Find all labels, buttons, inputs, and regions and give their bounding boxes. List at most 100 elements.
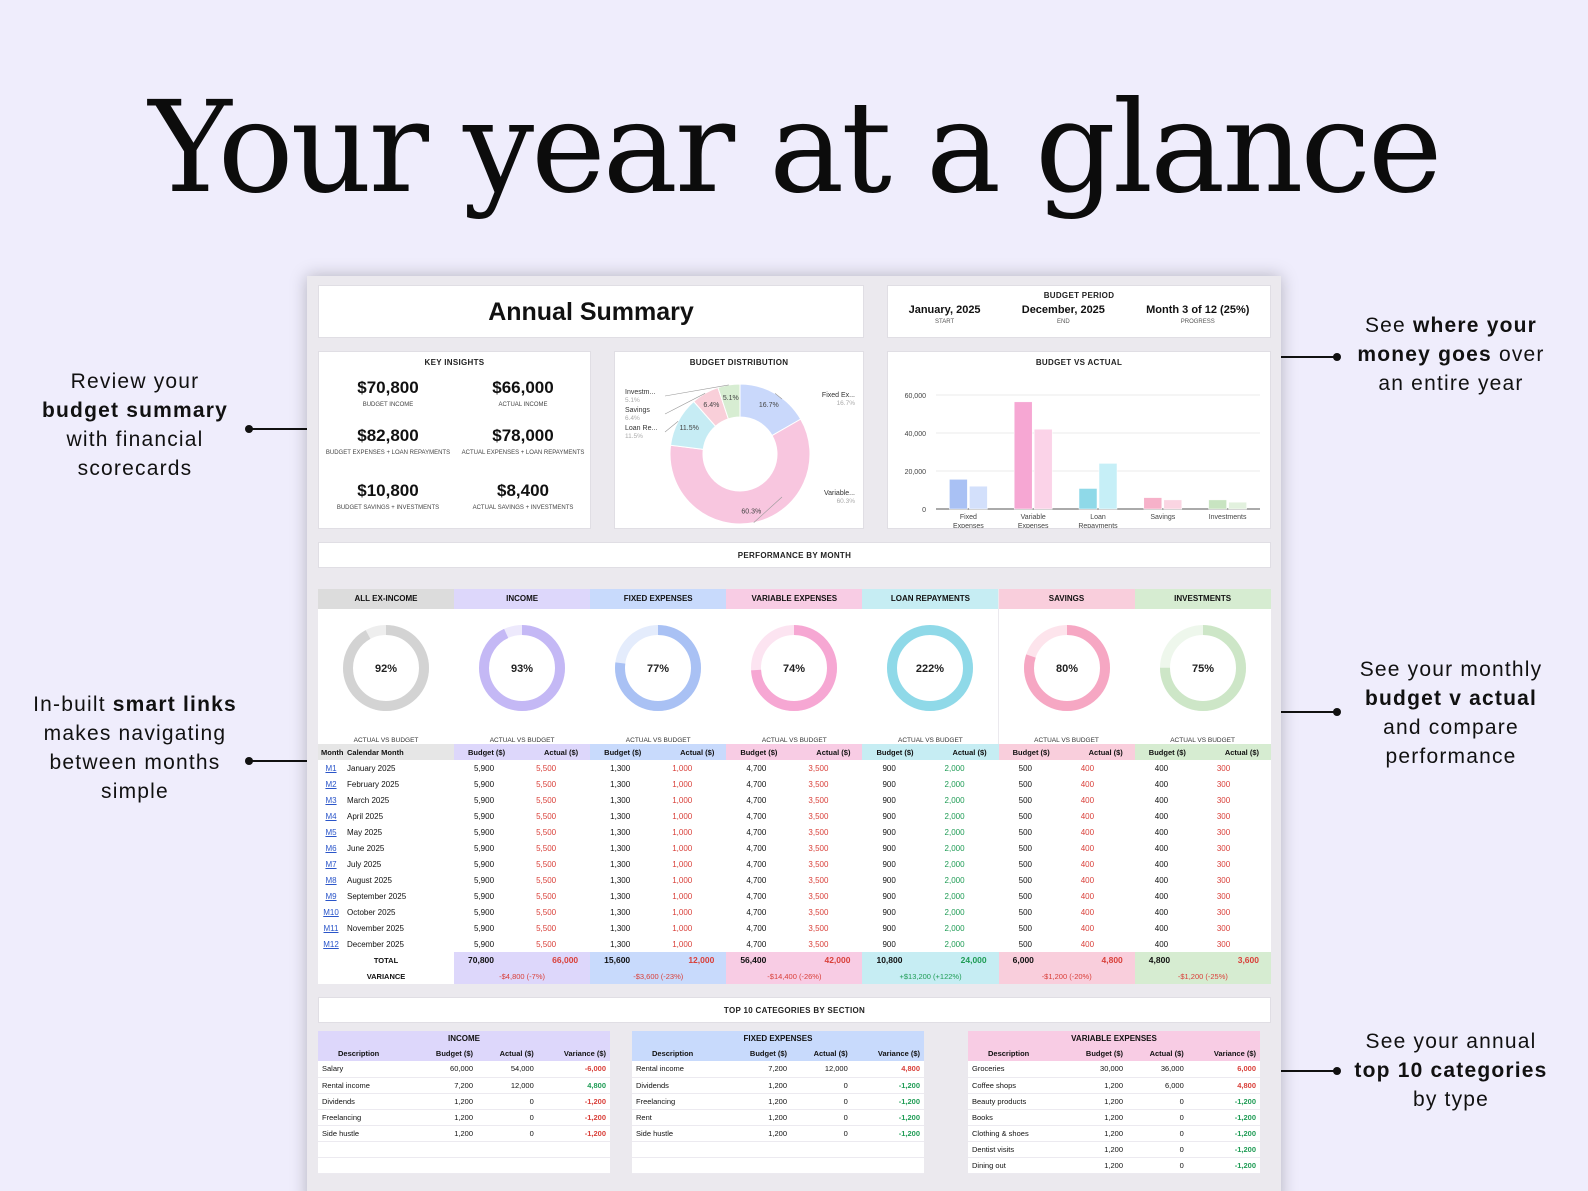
month-link[interactable]: M10	[323, 907, 339, 917]
description: Dentist visits	[968, 1141, 1063, 1158]
description: Coffee shops	[968, 1077, 1063, 1094]
top10-variable-expenses: VARIABLE EXPENSES Description Budget ($) Ac…	[968, 1031, 1260, 1174]
table-row: M9 September 2025 5,900 5,500 1,300 1,000 4,70…	[318, 888, 1271, 904]
budget-value: 5,900	[474, 779, 495, 789]
actual-value: 400	[1080, 827, 1095, 837]
perf-column-subtitle: ACTUAL VS BUDGET	[761, 737, 827, 744]
actual-header: Actual ($)	[813, 1049, 848, 1058]
budget-value: 4,700	[746, 811, 767, 821]
empty-row	[632, 1141, 924, 1158]
actual-value: 400	[1080, 923, 1095, 933]
budget-value: 5,900	[474, 939, 495, 949]
x-tick-label: Investments	[1209, 514, 1247, 521]
actual-value: 6,000	[1127, 1077, 1188, 1094]
annotation-smart-links: In-built smart links makes navigating be…	[30, 690, 240, 806]
calendar-month: December 2025	[347, 939, 404, 949]
pie-slice-label: 6.4%	[703, 402, 719, 409]
perf-column-investments: INVESTMENTS 75% ACTUAL VS BUDGET	[1134, 589, 1271, 746]
actual-value: 3,500	[808, 891, 829, 901]
empty-cell	[477, 1157, 538, 1174]
month-link[interactable]: M8	[325, 875, 337, 885]
bar-budget	[949, 479, 968, 510]
budget-value: 900	[882, 907, 896, 917]
budget-value: 1,300	[610, 827, 631, 837]
budget-value: 4,700	[746, 843, 767, 853]
budget-value: 900	[882, 843, 896, 853]
month-link[interactable]: M12	[323, 939, 339, 949]
table-row: Freelancing 1,200 0 -1,200	[318, 1109, 610, 1126]
perf-column-all-ex-income: ALL EX-INCOME 92% ACTUAL VS BUDGET	[318, 589, 454, 746]
actual-value: 2,000	[944, 875, 965, 885]
table-row: Rental income 7,200 12,000 4,800	[632, 1061, 924, 1078]
total-actual: 3,600	[1202, 952, 1271, 968]
budget-value: 5,900	[474, 891, 495, 901]
variance-value: -1,200	[851, 1077, 924, 1094]
budget-header: Budget ($)	[454, 744, 523, 760]
actual-value: 2,000	[944, 763, 965, 773]
title-card: Annual Summary	[318, 285, 864, 338]
actual-value: 5,500	[536, 811, 557, 821]
month-link[interactable]: M7	[325, 859, 337, 869]
month-link[interactable]: M4	[325, 811, 337, 821]
month-link[interactable]: M6	[325, 843, 337, 853]
top10-title: TOP 10 CATEGORIES BY SECTION	[723, 1006, 866, 1015]
budget-value: 30,000	[1062, 1061, 1127, 1078]
actual-value: 0	[1127, 1109, 1188, 1126]
actual-header: Actual ($)	[1066, 744, 1135, 760]
description: Salary	[318, 1061, 413, 1078]
calendar-month: February 2025	[347, 779, 400, 789]
perf-column-header: FIXED EXPENSES	[590, 589, 727, 609]
actual-value: 0	[477, 1093, 538, 1110]
variance-value: -1,200	[1187, 1125, 1260, 1142]
performance-title: PERFORMANCE BY MONTH	[737, 551, 852, 560]
annotation-top-10: See your annual top 10 categories by typ…	[1336, 1027, 1566, 1114]
empty-row	[632, 1157, 924, 1174]
budget-header: Budget ($)	[1085, 1049, 1123, 1058]
table-row: Coffee shops 1,200 6,000 4,800	[968, 1077, 1260, 1094]
actual-value: 36,000	[1127, 1061, 1188, 1078]
kpi-value: $10,800	[357, 481, 419, 500]
actual-value: 2,000	[944, 939, 965, 949]
month-link[interactable]: M1	[325, 763, 337, 773]
month-link[interactable]: M11	[323, 923, 339, 933]
calendar-month: March 2025	[347, 795, 390, 805]
section-header: INCOME	[318, 1031, 610, 1046]
actual-value: 400	[1080, 939, 1095, 949]
month-link[interactable]: M2	[325, 779, 337, 789]
bar-actual	[969, 485, 988, 510]
actual-value: 5,500	[536, 923, 557, 933]
calendar-month: June 2025	[347, 843, 385, 853]
month-link[interactable]: M3	[325, 795, 337, 805]
variance-value: -$3,600 (-23%)	[590, 968, 727, 984]
actual-value: 300	[1216, 763, 1231, 773]
ring-progress	[343, 625, 429, 711]
actual-value: 2,000	[944, 923, 965, 933]
annotation-text: See your monthly	[1359, 658, 1543, 681]
ring-percent: 75%	[1192, 663, 1214, 675]
progress-ring: 92%	[343, 625, 429, 711]
budget-value: 900	[882, 891, 896, 901]
variance-header: Variance ($)	[1213, 1049, 1256, 1058]
annotation-bold: top 10 categories	[1354, 1059, 1548, 1082]
annotation-bold: where your money goes	[1357, 314, 1538, 366]
budget-header: Budget ($)	[726, 744, 795, 760]
total-budget: 4,800	[1134, 952, 1203, 968]
month-link[interactable]: M5	[325, 827, 337, 837]
budget-value: 500	[1018, 827, 1032, 837]
table-row: Groceries 30,000 36,000 6,000	[968, 1061, 1260, 1078]
budget-value: 400	[1154, 795, 1169, 805]
bar-budget	[1208, 499, 1227, 510]
y-tick-label: 60,000	[905, 393, 927, 400]
month-link[interactable]: M9	[325, 891, 337, 901]
variance-value: 4,800	[537, 1077, 610, 1094]
budget-header: Budget ($)	[749, 1049, 787, 1058]
budget-value: 4,700	[746, 923, 767, 933]
annotation-text: with financial scorecards	[66, 428, 204, 480]
budget-value: 900	[882, 875, 896, 885]
variance-value: -$4,800 (-7%)	[454, 968, 591, 984]
budget-value: 5,900	[474, 843, 495, 853]
calendar-month: May 2025	[347, 827, 383, 837]
variance-value: -$1,200 (-25%)	[1134, 968, 1271, 984]
description: Groceries	[968, 1061, 1063, 1078]
table-row: M2 February 2025 5,900 5,500 1,300 1,000 4,700…	[318, 776, 1271, 792]
